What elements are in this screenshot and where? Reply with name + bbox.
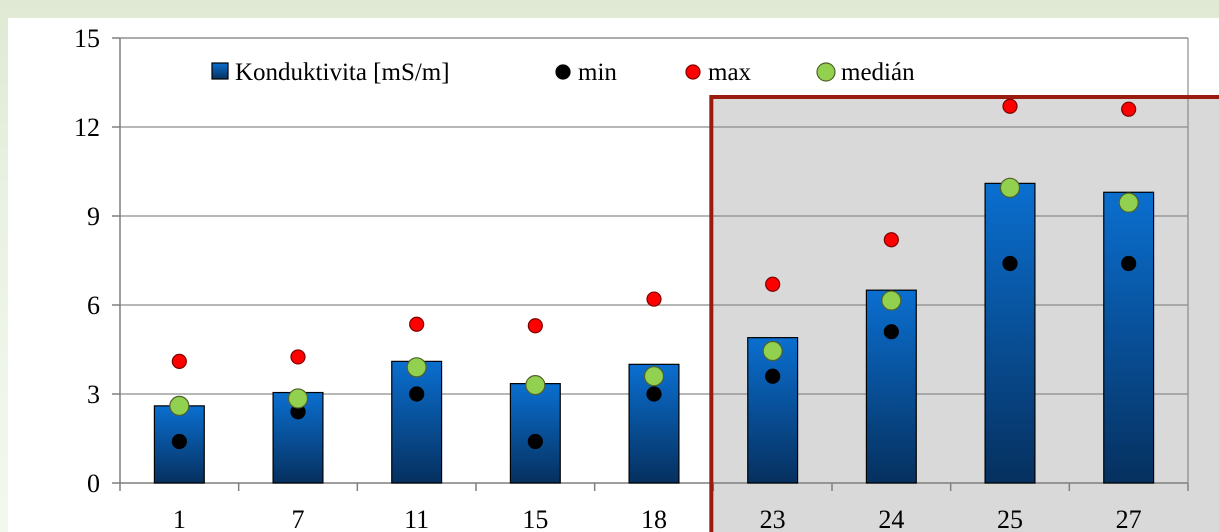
y-tick-label: 15 <box>74 24 100 53</box>
x-tick-label: 27 <box>1116 505 1142 532</box>
bar-25 <box>984 182 1036 484</box>
medián-point-23 <box>762 340 783 362</box>
y-tick-label: 6 <box>87 291 100 320</box>
max-point-15 <box>527 318 543 334</box>
tick-labels: 0 3 6 9 12 15 1 7 11 15 18 23 24 25 27 <box>74 24 1142 532</box>
x-tick-label: 11 <box>404 505 429 532</box>
x-tick-label: 25 <box>997 505 1023 532</box>
bar-series <box>153 182 1155 484</box>
x-tick-label: 23 <box>760 505 786 532</box>
bar-11 <box>391 360 443 484</box>
medián-point-18 <box>643 366 665 387</box>
x-tick-label: 15 <box>522 505 548 532</box>
marker-series <box>169 98 1139 450</box>
min-point-11 <box>409 386 425 402</box>
bar-23 <box>747 337 799 484</box>
legend-max-swatch <box>685 64 701 80</box>
medián-point-7 <box>287 388 309 409</box>
max-point-25 <box>1002 98 1018 114</box>
y-tick-label: 3 <box>87 380 100 409</box>
medián-point-15 <box>525 375 546 396</box>
max-point-24 <box>883 232 899 248</box>
max-point-27 <box>1121 101 1137 117</box>
y-tick-label: 9 <box>87 202 100 231</box>
min-point-24 <box>883 324 899 340</box>
legend-min-swatch <box>555 64 571 80</box>
min-point-23 <box>765 368 781 384</box>
max-point-23 <box>765 276 781 292</box>
min-point-18 <box>646 386 662 402</box>
x-tick-label: 18 <box>641 505 667 532</box>
highlight-frame <box>709 95 1219 532</box>
x-tick-label: 24 <box>878 505 904 532</box>
medián-point-25 <box>999 177 1021 198</box>
legend: Konduktivita [mS/m] min max medián <box>211 59 915 86</box>
max-point-7 <box>290 349 306 365</box>
legend-medián-swatch <box>816 62 836 82</box>
highlight-border <box>709 95 1219 532</box>
max-point-1 <box>171 353 187 369</box>
legend-label: min <box>578 59 617 86</box>
bar-15 <box>509 383 561 484</box>
medián-point-1 <box>169 395 190 416</box>
legend-label: Konduktivita [mS/m] <box>235 59 450 86</box>
legend-label: medián <box>841 59 915 86</box>
min-point-27 <box>1121 255 1137 272</box>
x-tick-label: 1 <box>173 505 186 532</box>
legend-bar-swatch <box>211 62 229 80</box>
bar-27 <box>1103 191 1155 484</box>
y-tick-label: 0 <box>87 469 100 498</box>
max-point-11 <box>409 316 425 332</box>
max-point-18 <box>646 291 662 307</box>
legend-label: max <box>708 59 752 86</box>
medián-point-11 <box>406 357 427 378</box>
medián-point-24 <box>881 290 902 311</box>
bar-24 <box>865 289 917 484</box>
medián-point-27 <box>1118 192 1139 213</box>
min-point-1 <box>171 433 187 450</box>
y-tick-label: 12 <box>74 113 100 142</box>
x-tick-label: 7 <box>292 505 305 532</box>
min-point-15 <box>527 433 543 450</box>
min-point-25 <box>1002 255 1018 272</box>
